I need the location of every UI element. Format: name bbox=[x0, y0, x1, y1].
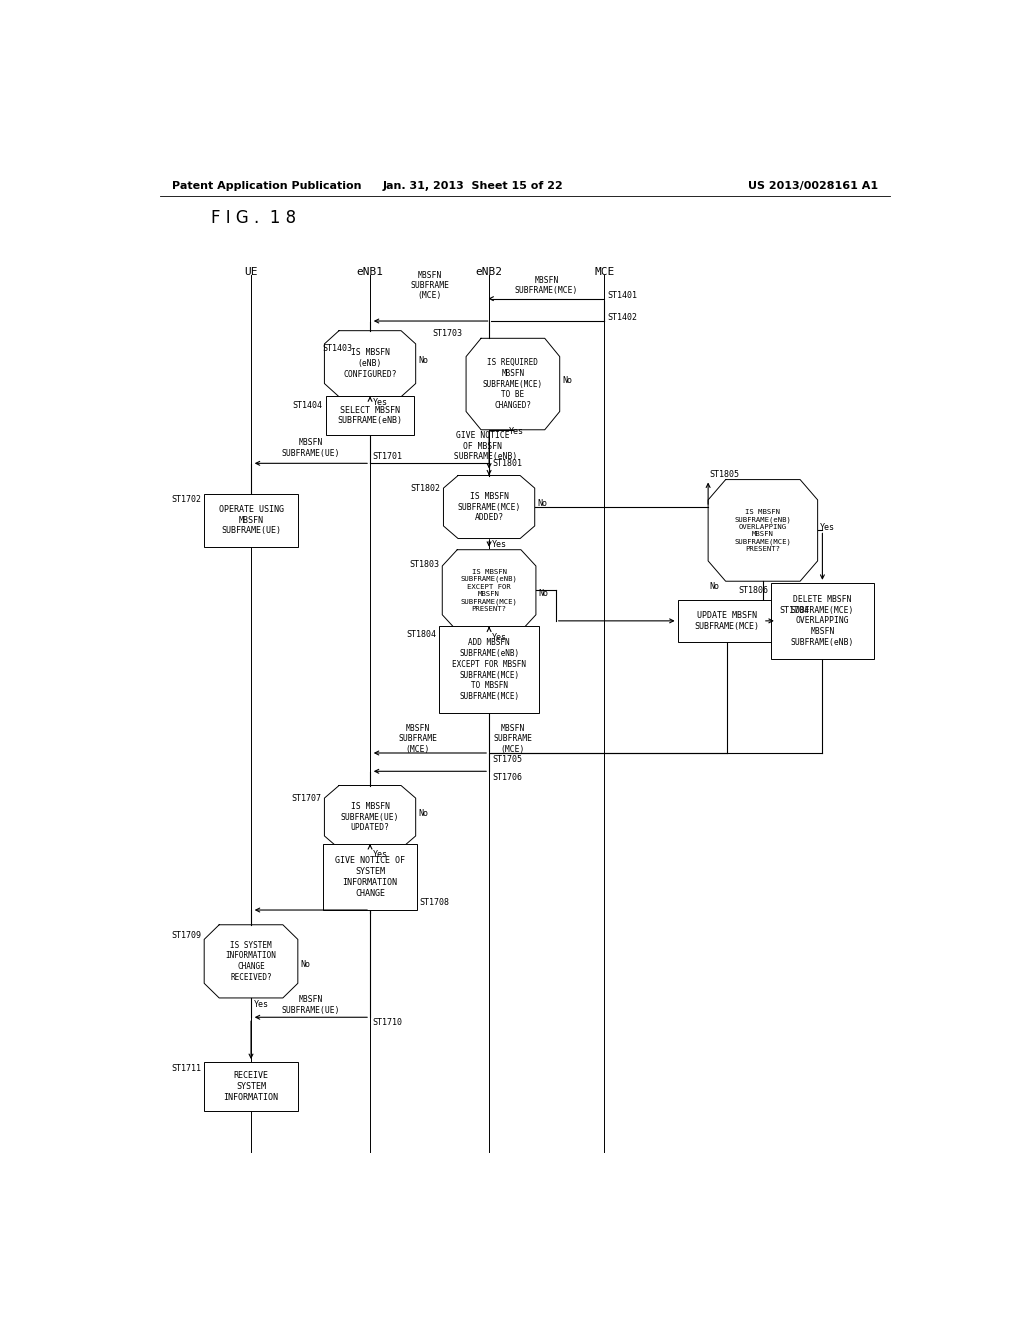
Text: No: No bbox=[710, 582, 720, 591]
Text: GIVE NOTICE OF
SYSTEM
INFORMATION
CHANGE: GIVE NOTICE OF SYSTEM INFORMATION CHANGE bbox=[335, 857, 406, 898]
Text: ST1702: ST1702 bbox=[171, 495, 201, 504]
Text: MCE: MCE bbox=[594, 267, 614, 277]
Text: ST1401: ST1401 bbox=[607, 292, 637, 300]
Text: ST1701: ST1701 bbox=[373, 451, 402, 461]
Text: Yes: Yes bbox=[253, 999, 268, 1008]
Text: ST1709: ST1709 bbox=[171, 932, 201, 940]
Text: eNB1: eNB1 bbox=[356, 267, 384, 277]
Text: ST1703: ST1703 bbox=[432, 329, 462, 338]
Text: eNB2: eNB2 bbox=[475, 267, 503, 277]
Text: RECEIVE
SYSTEM
INFORMATION: RECEIVE SYSTEM INFORMATION bbox=[223, 1071, 279, 1102]
FancyBboxPatch shape bbox=[204, 1063, 298, 1110]
Text: ST1403: ST1403 bbox=[323, 345, 352, 352]
Text: MBSFN
SUBFRAME(UE): MBSFN SUBFRAME(UE) bbox=[282, 995, 340, 1015]
Text: F I G .  1 8: F I G . 1 8 bbox=[211, 210, 297, 227]
Text: ST1806: ST1806 bbox=[738, 586, 768, 595]
FancyBboxPatch shape bbox=[771, 582, 874, 659]
Text: IS MBSFN
SUBFRAME(MCE)
ADDED?: IS MBSFN SUBFRAME(MCE) ADDED? bbox=[458, 492, 521, 523]
Text: Yes: Yes bbox=[373, 850, 387, 859]
Text: MBSFN
SUBFRAME(MCE): MBSFN SUBFRAME(MCE) bbox=[515, 276, 579, 296]
Polygon shape bbox=[709, 479, 817, 581]
Text: DELETE MBSFN
SUBFRAME(MCE)
OVERLAPPING
MBSFN
SUBFRAME(eNB): DELETE MBSFN SUBFRAME(MCE) OVERLAPPING M… bbox=[791, 595, 854, 647]
Text: ST1402: ST1402 bbox=[607, 313, 637, 322]
Polygon shape bbox=[325, 785, 416, 849]
Text: IS SYSTEM
INFORMATION
CHANGE
RECEIVED?: IS SYSTEM INFORMATION CHANGE RECEIVED? bbox=[225, 941, 276, 982]
Text: ST1801: ST1801 bbox=[493, 459, 522, 467]
Text: No: No bbox=[418, 809, 428, 818]
Polygon shape bbox=[204, 925, 298, 998]
Polygon shape bbox=[466, 338, 560, 430]
Text: ST1704: ST1704 bbox=[779, 606, 809, 615]
FancyBboxPatch shape bbox=[326, 396, 415, 434]
Text: ST1804: ST1804 bbox=[407, 630, 436, 639]
Text: Yes: Yes bbox=[509, 428, 524, 437]
Text: IS MBSFN
SUBFRAME(UE)
UPDATED?: IS MBSFN SUBFRAME(UE) UPDATED? bbox=[341, 801, 399, 833]
Text: ST1706: ST1706 bbox=[493, 774, 522, 781]
Text: No: No bbox=[300, 960, 310, 969]
Text: ST1707: ST1707 bbox=[291, 795, 322, 804]
Text: No: No bbox=[539, 589, 548, 598]
Text: No: No bbox=[418, 356, 428, 366]
FancyBboxPatch shape bbox=[678, 599, 777, 643]
Polygon shape bbox=[443, 475, 535, 539]
Text: ST1705: ST1705 bbox=[493, 755, 522, 763]
Text: ST1802: ST1802 bbox=[411, 484, 440, 494]
Text: No: No bbox=[562, 376, 572, 385]
Text: GIVE NOTICE
OF MBSFN
 SUBFRAME(eNB): GIVE NOTICE OF MBSFN SUBFRAME(eNB) bbox=[449, 432, 517, 461]
Text: ADD MBSFN
SUBFRAME(eNB)
EXCEPT FOR MBSFN
SUBFRAME(MCE)
TO MBSFN
SUBFRAME(MCE): ADD MBSFN SUBFRAME(eNB) EXCEPT FOR MBSFN… bbox=[452, 639, 526, 701]
Text: IS REQUIRED
MBSFN
SUBFRAME(MCE)
TO BE
CHANGED?: IS REQUIRED MBSFN SUBFRAME(MCE) TO BE CH… bbox=[483, 358, 543, 411]
Text: Jan. 31, 2013  Sheet 15 of 22: Jan. 31, 2013 Sheet 15 of 22 bbox=[383, 181, 563, 191]
FancyBboxPatch shape bbox=[324, 843, 417, 909]
Text: ST1805: ST1805 bbox=[710, 470, 739, 479]
Text: Yes: Yes bbox=[820, 523, 835, 532]
Polygon shape bbox=[325, 331, 416, 397]
Text: SELECT MBSFN
SUBFRAME(eNB): SELECT MBSFN SUBFRAME(eNB) bbox=[338, 405, 402, 425]
Text: No: No bbox=[538, 499, 547, 508]
Text: ST1710: ST1710 bbox=[373, 1018, 402, 1027]
Text: ST1404: ST1404 bbox=[293, 401, 323, 411]
Polygon shape bbox=[442, 549, 536, 631]
FancyBboxPatch shape bbox=[439, 627, 539, 713]
Text: Yes: Yes bbox=[492, 540, 507, 549]
Text: MBSFN
SUBFRAME
(MCE): MBSFN SUBFRAME (MCE) bbox=[398, 723, 437, 754]
Text: Yes: Yes bbox=[492, 632, 507, 642]
Text: MBSFN
SUBFRAME
(MCE): MBSFN SUBFRAME (MCE) bbox=[494, 723, 532, 754]
Text: MBSFN
SUBFRAME(UE): MBSFN SUBFRAME(UE) bbox=[282, 438, 340, 458]
FancyBboxPatch shape bbox=[204, 494, 298, 546]
Text: ST1708: ST1708 bbox=[419, 898, 450, 907]
Text: MBSFN
SUBFRAME
(MCE): MBSFN SUBFRAME (MCE) bbox=[410, 271, 450, 301]
Text: ST1803: ST1803 bbox=[410, 561, 439, 569]
Text: IS MBSFN
SUBFRAME(eNB)
OVERLAPPING
MBSFN
SUBFRAME(MCE)
PRESENT?: IS MBSFN SUBFRAME(eNB) OVERLAPPING MBSFN… bbox=[734, 508, 792, 552]
Text: UE: UE bbox=[245, 267, 258, 277]
Text: IS MBSFN
(eNB)
CONFIGURED?: IS MBSFN (eNB) CONFIGURED? bbox=[343, 348, 397, 379]
Text: Patent Application Publication: Patent Application Publication bbox=[172, 181, 361, 191]
Text: US 2013/0028161 A1: US 2013/0028161 A1 bbox=[748, 181, 878, 191]
Text: IS MBSFN
SUBFRAME(eNB)
EXCEPT FOR
MBSFN
SUBFRAME(MCE)
PRESENT?: IS MBSFN SUBFRAME(eNB) EXCEPT FOR MBSFN … bbox=[461, 569, 517, 612]
Text: Yes: Yes bbox=[373, 399, 387, 408]
Text: UPDATE MBSFN
SUBFRAME(MCE): UPDATE MBSFN SUBFRAME(MCE) bbox=[694, 611, 760, 631]
Text: ST1711: ST1711 bbox=[171, 1064, 201, 1073]
Text: OPERATE USING
MBSFN
SUBFRAME(UE): OPERATE USING MBSFN SUBFRAME(UE) bbox=[218, 506, 284, 536]
